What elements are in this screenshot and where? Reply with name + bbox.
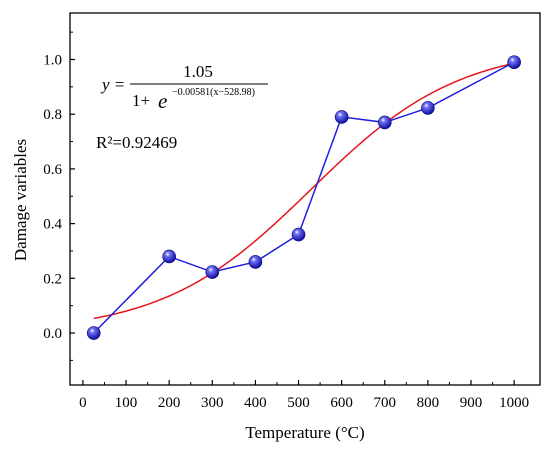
data-point	[334, 110, 349, 124]
equation-lhs: y =	[100, 75, 125, 94]
data-point	[162, 249, 176, 264]
x-tick-label: 0	[79, 395, 87, 411]
equation-exponent: −0.00581(x−528.98)	[172, 87, 255, 98]
x-tick-label: 200	[158, 395, 181, 411]
data-point	[291, 227, 306, 242]
x-axis-ticks: 0 100 200 300 400 500 600 700 800 900 1000	[79, 380, 529, 411]
y-axis-ticks: 0.0 0.2 0.4 0.6 0.8 1.0	[43, 31, 75, 361]
x-axis-title: Temperature (°C)	[245, 423, 364, 442]
y-tick-label: 0.0	[43, 326, 62, 342]
x-tick-label: 700	[374, 395, 397, 411]
data-point	[377, 115, 392, 130]
y-tick-label: 0.8	[43, 107, 62, 123]
x-tick-label: 300	[201, 395, 224, 411]
fit-layer	[93, 62, 515, 320]
y-tick-label: 0.6	[43, 162, 62, 178]
equation-e: e	[158, 89, 167, 113]
data-series-line	[93, 61, 515, 334]
data-point	[248, 255, 263, 269]
data-marker-layer	[86, 55, 521, 340]
equation-numerator: 1.05	[183, 62, 213, 81]
y-tick-label: 0.2	[43, 271, 62, 287]
data-point	[205, 265, 220, 279]
data-point	[421, 101, 435, 115]
y-tick-label: 1.0	[43, 53, 62, 69]
data-point	[507, 55, 521, 70]
y-axis-title: Damage variables	[11, 139, 30, 261]
x-tick-label: 400	[244, 395, 267, 411]
y-tick-label: 0.4	[43, 217, 62, 233]
plot-frame	[69, 12, 541, 386]
fit-curve	[93, 62, 515, 320]
x-tick-label: 900	[460, 395, 483, 411]
x-tick-label: 1000	[499, 395, 529, 411]
x-tick-label: 600	[330, 395, 353, 411]
r-squared-label: R²=0.92469	[96, 133, 177, 152]
x-tick-label: 500	[287, 395, 310, 411]
equation-denominator: 1+	[132, 91, 150, 110]
fit-equation: y = 1.05 1+ e −0.00581(x−528.98)	[100, 62, 268, 113]
data-point	[86, 326, 101, 340]
data-line-layer	[93, 61, 515, 334]
x-tick-label: 100	[115, 395, 138, 411]
x-tick-label: 800	[417, 395, 440, 411]
